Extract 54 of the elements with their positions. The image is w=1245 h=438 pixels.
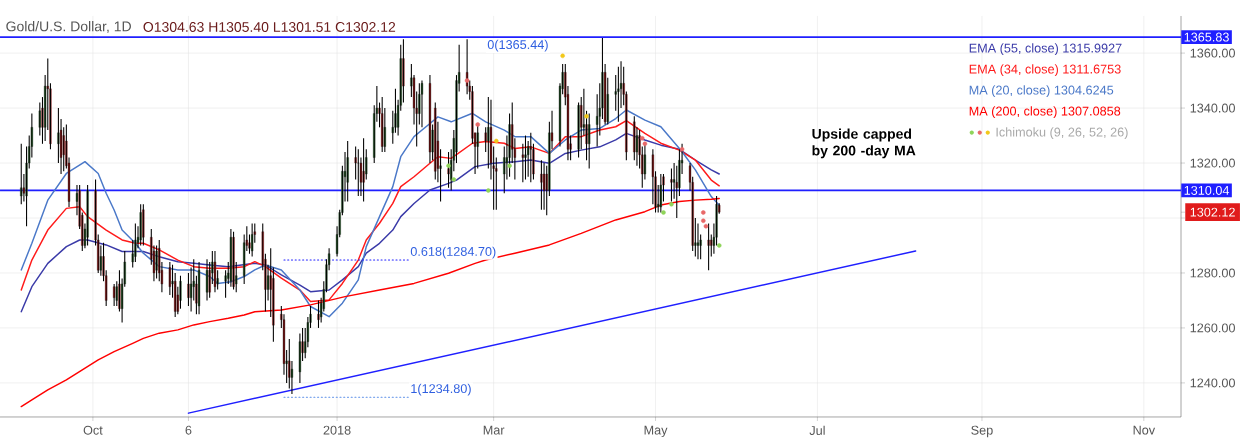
x-tick-label: Nov [1133,425,1156,435]
text: MA (20, close) 1304.6245 [969,85,1114,98]
text: EMA (55, close) 1315.9927 [969,43,1122,56]
point [446,163,451,169]
point [716,243,722,248]
candlestick [317,299,320,329]
x-tick-label: 2018 [323,425,351,435]
text: EMA (34, close) 1311.6753 [969,64,1121,77]
candlestick [524,135,527,181]
y-tick-label: 1340.00 [1190,103,1235,113]
candlestick [447,151,450,189]
point [661,210,666,215]
annotation: 1(1234.80) [411,383,471,396]
candlestick [357,148,360,197]
text: MA (200, close) 1307.0858 [969,106,1121,119]
point [701,218,706,224]
annotation: Upside capped by 200 -day MA [812,128,916,159]
point [507,163,512,169]
x-tick-label: May [644,425,668,438]
y-tick-label: 1280.00 [1190,268,1235,278]
candlestick [155,244,158,280]
x-tick-label: Sep [971,425,993,438]
chart-title: Gold/U.S. Dollar, 1D [6,21,131,33]
legend-label: Ichimoku (9, 26, 52, 26) [996,127,1128,140]
point [494,138,499,144]
candlestick [707,222,710,271]
point [703,223,709,229]
candlestick [476,124,479,170]
x-tick-label: Mar [483,425,505,435]
y-tick-label: 1360.00 [1190,48,1235,58]
x-tick-label: 6 [185,425,192,435]
annotation: 0(1365.44) [487,39,548,52]
chart-subtitle: O1304.63 H1305.40 L1301.51 C1302.12 [143,22,396,32]
point [679,147,685,152]
ref-line-label: 1365.83 [1184,32,1229,42]
point [701,210,706,215]
point [560,53,565,59]
point [584,114,589,119]
y-tick-label: 1302.12 [1190,207,1235,217]
point [475,122,480,127]
y-tick-label: 1240.00 [1190,378,1235,388]
point [642,141,648,147]
point [464,78,470,83]
point [486,188,491,193]
x-tick-label: Jul [809,425,825,435]
y-tick-label: 1260.00 [1190,323,1235,333]
point [639,136,645,141]
candlestick [142,203,145,247]
y-tick-label: 1320.00 [1190,158,1235,168]
x-tick-label: Oct [83,425,103,435]
point [451,177,457,182]
annotation: 0.618(1284.70) [410,246,496,259]
ref-line-label: 1310.04 [1184,185,1230,195]
point [669,201,674,207]
